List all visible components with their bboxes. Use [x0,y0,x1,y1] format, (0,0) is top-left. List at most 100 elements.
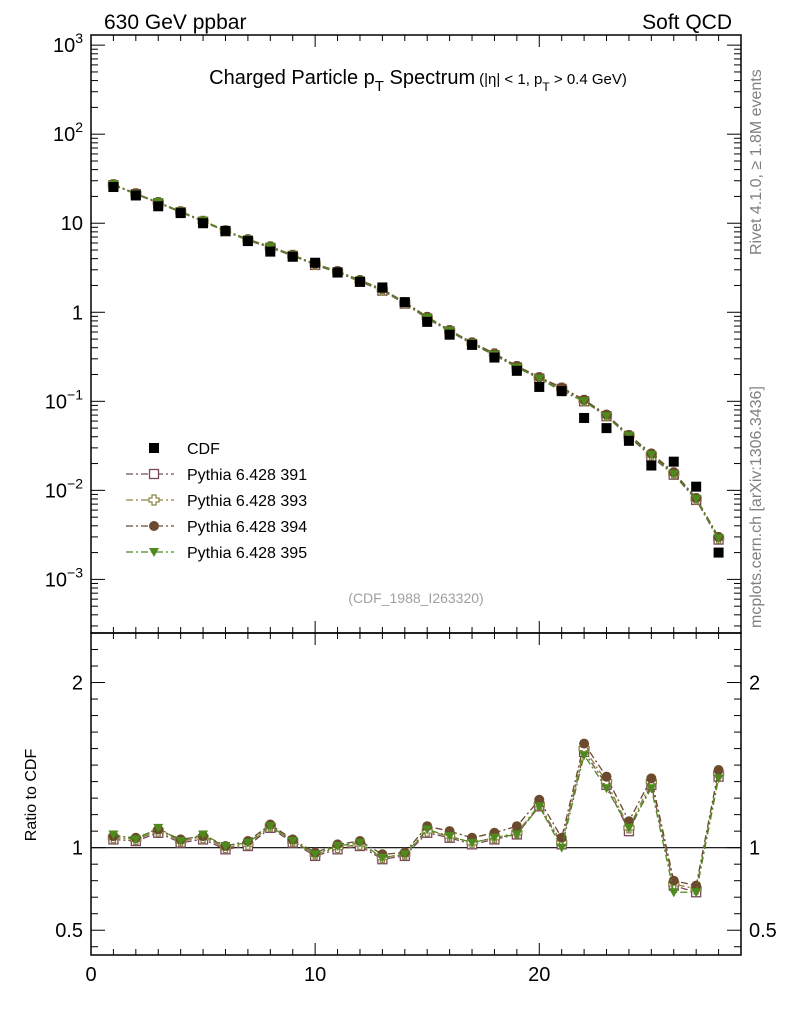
ratio-point-pythia-6-428-395 [556,843,567,853]
ratio-point-pythia-6-428-395 [422,825,433,835]
main-y-tick-label: 1 [72,302,83,324]
main-y-tick-label: 10−3 [45,564,83,591]
ratio-point-pythia-6-428-395 [691,888,702,898]
ratio-point-pythia-6-428-395 [377,853,388,863]
main-y-tick-label: 10−2 [45,475,83,502]
x-tick-label: 0 [85,964,96,986]
point-pythia-6-428-395 [691,494,702,504]
ratio-y-tick-label-right: 0.5 [749,920,777,942]
point-pythia-6-428-395 [668,470,679,480]
legend-label: Pythia 6.428 393 [187,493,307,510]
point-cdf [175,208,186,219]
legend-entry-cdf: CDF [149,441,220,458]
ratio-ylabel: Ratio to CDF [23,749,40,842]
ratio-point-pythia-6-428-394 [511,821,522,832]
point-cdf [646,460,657,471]
point-cdf [489,352,500,363]
chart-title: Charged Particle pT Spectrum (|η| < 1, pT… [209,67,627,95]
legend-label: CDF [187,441,220,458]
ratio-point-pythia-6-428-395 [310,850,321,860]
main-y-tick-label: 103 [53,30,83,57]
point-pythia-6-428-395 [534,374,545,384]
mcplots-note: mcplots.cern.ch [arXiv:1306.3436] [748,386,765,628]
legend-marker [149,443,159,453]
main-frame [90,34,742,634]
x-tick-label: 10 [304,964,326,986]
point-cdf [467,339,478,350]
point-cdf [130,190,141,201]
ratio-point-pythia-6-428-395 [579,751,590,761]
ratio-point-pythia-6-428-394 [534,794,545,805]
header-left: 630 GeV ppbar [104,11,246,34]
point-cdf [691,481,702,492]
title-main-sub: T [375,78,384,95]
point-cdf [265,246,276,257]
ratio-line-pythia-6-428-395 [113,753,720,893]
ratio-point-pythia-6-428-395 [242,838,253,848]
rivet-note: Rivet 4.1.0, ≥ 1.8M events [748,69,765,255]
point-cdf [444,329,455,340]
ratio-point-pythia-6-428-395 [130,835,141,845]
main-y-tick-label: 10−1 [45,386,83,413]
ratio-point-pythia-6-428-395 [668,888,679,898]
legend-label: Pythia 6.428 395 [187,545,307,562]
ratio-point-pythia-6-428-395 [220,842,231,852]
point-cdf [556,386,567,397]
legend-marker [148,468,160,480]
point-cdf [332,267,343,278]
point-pythia-6-428-395 [579,397,590,407]
ratio-y-tick-label: 0.5 [55,920,83,942]
point-cdf [399,297,410,308]
ratio-point-pythia-6-428-394 [713,765,724,776]
title-main-suffix: Spectrum [384,67,475,89]
header-right: Soft QCD [642,11,732,34]
point-cdf [242,236,253,247]
ratio-frame [90,632,742,956]
ratio-point-pythia-6-428-395 [646,784,657,794]
ratio-point-pythia-6-428-395 [153,823,164,833]
ratio-point-pythia-6-428-395 [534,802,545,812]
point-cdf [534,381,545,392]
point-cdf [377,282,388,293]
point-cdf [354,276,365,287]
point-cdf [287,251,298,262]
point-pythia-6-428-395 [601,412,612,422]
ratio-point-pythia-6-428-394 [646,773,657,784]
title-cut-suffix: > 0.4 GeV) [550,71,627,88]
legend-marker [149,548,159,557]
legend-marker [149,521,159,531]
ratio-point-pythia-6-428-394 [668,875,679,886]
ratio-point-pythia-6-428-395 [444,832,455,842]
point-cdf [601,423,612,434]
point-cdf [153,201,164,212]
series-line-pythia-6-428-395 [113,183,720,539]
ratio-point-pythia-6-428-395 [511,830,522,840]
ratio-y-tick-label: 2 [72,673,83,695]
ratio-point-pythia-6-428-394 [601,771,612,782]
x-tick-label: 20 [528,964,550,986]
point-pythia-6-428-395 [646,450,657,460]
ratio-point-pythia-6-428-395 [623,823,634,833]
series-line-pythia-6-428-393 [113,184,720,539]
ratio-point-pythia-6-428-395 [332,842,343,852]
ratio-line-pythia-6-428-393 [113,747,720,890]
ratio-point-pythia-6-428-395 [175,837,186,847]
title-cut-sub: T [542,80,550,94]
analysis-tag: (CDF_1988_I263320) [348,590,483,606]
ratio-point-pythia-6-428-395 [198,830,209,840]
legend-label: Pythia 6.428 394 [187,519,307,536]
legend-marker [148,494,160,506]
ratio-point-pythia-6-428-395 [108,830,119,840]
legend-entry-pythia-6-428-394: Pythia 6.428 394 [126,519,307,536]
ratio-point-pythia-6-428-395 [287,837,298,847]
ratio-y-tick-label-right: 1 [749,838,760,860]
ratio-y-tick-label-right: 2 [749,673,760,695]
legend-entry-pythia-6-428-395: Pythia 6.428 395 [126,545,307,562]
point-cdf [310,257,321,268]
legend: CDF Pythia 6.428 391 Pythia 6.428 393 Pythi… [126,441,307,562]
point-cdf [713,547,724,558]
point-cdf [511,365,522,376]
main-y-tick-label: 102 [53,119,83,146]
series-line-pythia-6-428-394 [113,183,720,538]
